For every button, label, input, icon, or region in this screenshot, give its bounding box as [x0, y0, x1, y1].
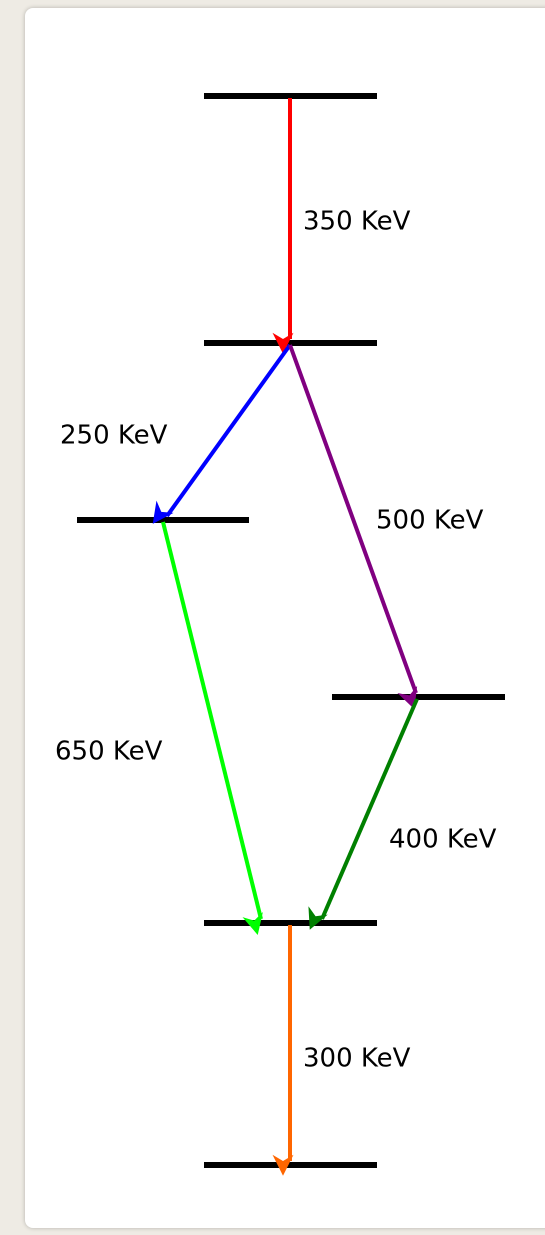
diagram-card	[25, 8, 545, 1228]
transition-label: 300 KeV	[303, 1044, 411, 1074]
transition-arrow	[161, 521, 263, 935]
transition-arrow	[288, 344, 418, 710]
transition-label: 650 KeV	[55, 737, 163, 767]
transition-label: 400 KeV	[389, 825, 497, 855]
transition-label: 500 KeV	[376, 506, 484, 536]
transition-arrow	[152, 343, 292, 524]
transition-label: 250 KeV	[60, 421, 168, 451]
transition-arrow	[308, 698, 419, 930]
transition-label: 350 KeV	[303, 207, 411, 237]
